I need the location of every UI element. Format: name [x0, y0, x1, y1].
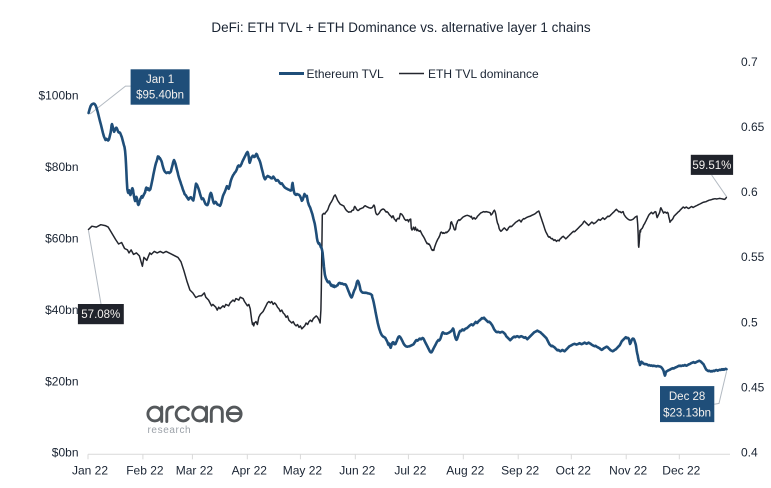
svg-text:$100bn: $100bn	[38, 89, 78, 103]
svg-text:$95.40bn: $95.40bn	[136, 90, 184, 102]
svg-text:$60bn: $60bn	[45, 232, 78, 246]
svg-text:Mar 22: Mar 22	[176, 464, 214, 478]
svg-text:Sep 22: Sep 22	[501, 464, 539, 478]
svg-text:Feb 22: Feb 22	[126, 464, 164, 478]
svg-text:Jun 22: Jun 22	[339, 464, 375, 478]
svg-text:$80bn: $80bn	[45, 160, 78, 174]
svg-text:ETH TVL dominance: ETH TVL dominance	[428, 67, 539, 81]
svg-text:Oct 22: Oct 22	[556, 464, 592, 478]
svg-text:Apr 22: Apr 22	[232, 464, 268, 478]
svg-text:Dec 22: Dec 22	[662, 464, 700, 478]
svg-text:Aug 22: Aug 22	[446, 464, 484, 478]
svg-text:Nov 22: Nov 22	[609, 464, 647, 478]
svg-text:57.08%: 57.08%	[81, 309, 120, 321]
svg-text:Dec 28: Dec 28	[669, 391, 705, 403]
svg-text:0.65: 0.65	[741, 120, 765, 134]
svg-text:0.7: 0.7	[741, 55, 758, 69]
svg-text:0.5: 0.5	[741, 315, 758, 329]
svg-text:Jan 22: Jan 22	[72, 464, 108, 478]
svg-text:DeFi: ETH TVL + ETH Dominance: DeFi: ETH TVL + ETH Dominance vs. altern…	[211, 20, 591, 35]
svg-text:Jul 22: Jul 22	[394, 464, 426, 478]
svg-text:Jan 1: Jan 1	[146, 74, 174, 86]
svg-text:0.6: 0.6	[741, 185, 758, 199]
svg-text:0.55: 0.55	[741, 250, 765, 264]
svg-text:research: research	[148, 425, 192, 436]
svg-text:$20bn: $20bn	[45, 374, 78, 388]
svg-text:$40bn: $40bn	[45, 303, 78, 317]
svg-text:May 22: May 22	[283, 464, 323, 478]
svg-text:$23.13bn: $23.13bn	[663, 407, 711, 419]
svg-text:Ethereum TVL: Ethereum TVL	[307, 67, 384, 81]
svg-text:59.51%: 59.51%	[692, 160, 731, 172]
svg-text:0.45: 0.45	[741, 381, 765, 395]
svg-text:0.4: 0.4	[741, 446, 758, 460]
svg-text:$0bn: $0bn	[52, 446, 79, 460]
